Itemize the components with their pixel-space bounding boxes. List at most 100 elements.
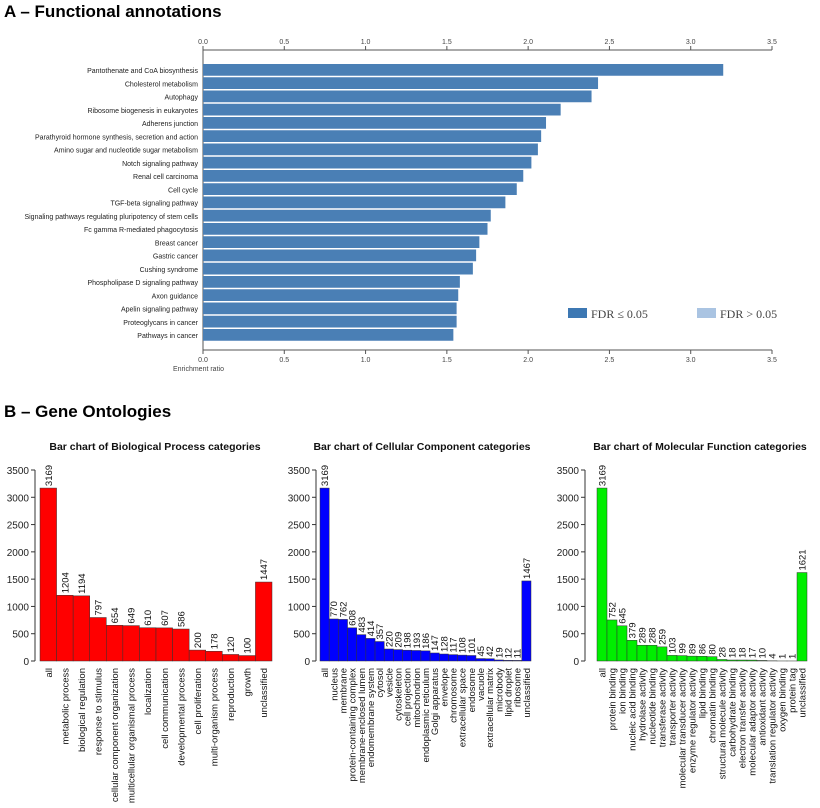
tick-label-top: 3.5 <box>767 39 777 46</box>
data-label: 117 <box>449 637 460 652</box>
y-tick-label: 2500 <box>7 521 30 532</box>
tick-label-bottom: 0.5 <box>279 357 289 364</box>
data-label: 128 <box>439 636 450 652</box>
y-tick-label: 1000 <box>7 602 30 613</box>
category-label: cytoskeleton <box>393 668 404 721</box>
bar <box>203 156 532 169</box>
category-label: Parathyroid hormone synthesis, secretion… <box>35 134 198 141</box>
bar <box>706 656 718 662</box>
category-label: cytosol <box>375 668 386 698</box>
bar <box>606 619 618 662</box>
data-label: 99 <box>678 643 689 654</box>
data-label: 4 <box>768 653 779 658</box>
bar <box>203 249 477 262</box>
tick-label-bottom: 3.5 <box>767 357 777 364</box>
bar <box>626 640 638 662</box>
data-label: 147 <box>430 635 441 651</box>
category-label: extracellular matrix <box>485 668 496 748</box>
tick-label-bottom: 1.5 <box>442 357 452 364</box>
chart-title: Bar chart of Biological Process categori… <box>49 441 260 453</box>
category-label: growth <box>243 668 254 697</box>
bar <box>338 619 348 662</box>
data-label: 220 <box>384 631 395 647</box>
bar <box>696 656 708 662</box>
bar <box>503 660 513 662</box>
tick-label-bottom: 2.0 <box>523 357 533 364</box>
data-label: 379 <box>628 622 639 638</box>
y-tick-label: 0 <box>573 657 579 668</box>
data-label: 610 <box>143 610 154 626</box>
category-label: cellular component organization <box>110 668 121 802</box>
x-axis-label: Enrichment ratio <box>173 366 224 373</box>
y-tick-label: 3000 <box>557 493 580 504</box>
category-label: Phospholipase D signaling pathway <box>87 280 198 287</box>
legend-swatch <box>568 308 587 318</box>
y-tick-label: 3500 <box>288 466 311 477</box>
data-label: 770 <box>329 601 340 617</box>
data-label: 1467 <box>522 558 533 579</box>
y-tick-label: 1500 <box>557 575 580 586</box>
bar <box>420 650 431 662</box>
category-label: microbody <box>494 668 505 712</box>
chart-title: Bar chart of Molecular Function categori… <box>593 441 807 453</box>
bar <box>203 276 460 288</box>
bar <box>457 654 468 662</box>
data-label: 120 <box>226 637 237 653</box>
y-tick-label: 0 <box>304 657 310 668</box>
category-label: transferase activity <box>658 668 669 747</box>
category-label: TGF-beta signaling pathway <box>110 201 198 208</box>
data-label: 18 <box>738 647 749 658</box>
data-label: 483 <box>357 617 368 633</box>
y-tick-label: 500 <box>12 630 29 641</box>
bar <box>676 655 688 662</box>
data-label: 649 <box>127 608 138 624</box>
data-label: 289 <box>638 627 649 643</box>
bar <box>203 117 547 129</box>
data-label: 10 <box>758 648 769 659</box>
tick-label-top: 2.0 <box>523 39 533 46</box>
data-label: 414 <box>366 621 377 637</box>
bar <box>596 487 608 662</box>
data-label: 193 <box>412 633 423 649</box>
category-label: Ribosome biogenesis in eukaryotes <box>87 108 198 115</box>
category-label: electron transfer activity <box>738 668 749 769</box>
category-label: biological regulation <box>77 668 88 752</box>
category-label: mitochondrion <box>412 668 423 728</box>
category-label: Pantothenate and CoA biosynthesis <box>87 68 198 75</box>
bar <box>203 302 457 315</box>
y-tick-label: 1000 <box>288 602 311 613</box>
bar <box>203 223 488 235</box>
category-label: Proteoglycans in cancer <box>123 320 198 327</box>
y-tick-label: 2500 <box>288 521 311 532</box>
bar <box>716 659 728 662</box>
y-tick-label: 2000 <box>7 548 30 559</box>
bar <box>448 654 458 662</box>
bar <box>222 654 240 662</box>
bar <box>347 627 357 662</box>
data-label: 1 <box>778 654 789 659</box>
category-label: extracellular space <box>458 668 469 747</box>
category-label: Notch signaling pathway <box>122 161 198 168</box>
category-label: carbohydrate binding <box>728 668 739 757</box>
data-label: 18 <box>728 647 739 658</box>
y-tick-label: 2000 <box>288 548 311 559</box>
bar <box>203 262 473 275</box>
bar <box>203 209 491 222</box>
category-label: Fc gamma R-mediated phagocytosis <box>84 227 198 234</box>
bar <box>383 648 394 662</box>
y-tick-label: 3000 <box>288 493 311 504</box>
tick-label-top: 3.0 <box>686 39 696 46</box>
data-label: 178 <box>210 633 221 649</box>
tick-label-top: 0.0 <box>198 39 208 46</box>
data-label: 186 <box>421 633 432 649</box>
category-label: metabolic process <box>60 668 71 745</box>
data-label: 28 <box>718 647 729 658</box>
tick-label-top: 0.5 <box>279 39 289 46</box>
y-tick-label: 3500 <box>7 466 30 477</box>
category-label: endoplasmic reticulum <box>421 668 432 763</box>
y-tick-label: 1000 <box>557 602 580 613</box>
bar <box>203 64 724 76</box>
category-label: reproduction <box>226 668 237 721</box>
tick-label-bottom: 1.0 <box>361 357 371 364</box>
